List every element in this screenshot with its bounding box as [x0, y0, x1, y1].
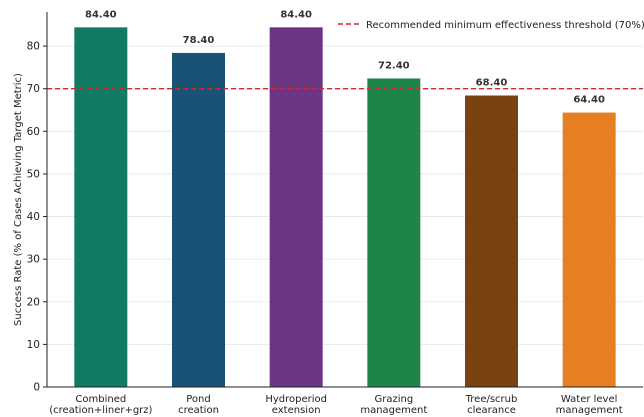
x-tick-label: extension — [272, 405, 321, 416]
legend-label: Recommended minimum effectiveness thresh… — [366, 20, 644, 31]
data-label: 84.40 — [85, 9, 117, 20]
bar — [269, 27, 323, 387]
x-tick-label: Grazing — [374, 394, 413, 405]
bar — [465, 95, 518, 387]
data-label: 64.40 — [573, 95, 605, 106]
bars — [74, 27, 616, 388]
y-tick-label: 60 — [27, 126, 40, 138]
data-label: 84.40 — [280, 9, 312, 20]
y-tick-label: 30 — [27, 254, 40, 266]
bar — [562, 112, 616, 388]
y-tick-label: 0 — [33, 382, 40, 394]
axes — [43, 12, 643, 388]
x-tick-label: (creation+liner+grz) — [49, 405, 152, 416]
y-tick-label: 80 — [27, 41, 40, 53]
y-axis-title: Success Rate (% of Cases Achieving Targe… — [13, 73, 24, 326]
x-tick-label: Tree/scrub — [465, 394, 518, 405]
x-tick-label: Hydroperiod — [265, 394, 327, 405]
x-tick-label: creation — [178, 405, 219, 416]
x-tick-label: Pond — [186, 394, 210, 405]
x-tick-label: Combined — [75, 394, 126, 405]
data-label: 78.40 — [183, 35, 215, 46]
grid-lines — [47, 45, 643, 388]
x-tick-label: Water level — [561, 394, 618, 405]
legend: Recommended minimum effectiveness thresh… — [338, 20, 644, 31]
y-tick-label: 10 — [27, 339, 40, 351]
data-label: 68.40 — [476, 78, 508, 89]
bar — [172, 52, 225, 388]
y-tick-label: 50 — [27, 168, 40, 180]
y-tick-label: 40 — [27, 211, 40, 223]
x-tick-label: management — [556, 405, 623, 416]
bar — [74, 27, 128, 387]
data-label: 72.40 — [378, 60, 410, 71]
y-tick-label: 70 — [27, 83, 40, 95]
labels: 84.40 Combined(creation+liner+grz) 78.40 Po… — [13, 9, 623, 416]
x-tick-label: management — [360, 405, 427, 416]
x-tick-label: clearance — [467, 405, 516, 416]
bar — [367, 78, 421, 388]
y-tick-label: 20 — [27, 296, 40, 308]
